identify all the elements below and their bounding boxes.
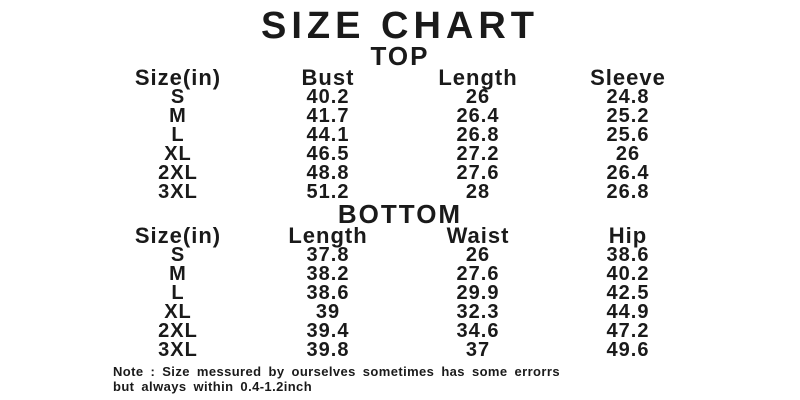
length-cell: 37.8 xyxy=(306,244,350,266)
measurement-note: Note : Size messured by ourselves someti… xyxy=(100,364,700,394)
table-row: S 37.8 26 38.6 xyxy=(100,244,700,266)
column-header-size: Size(in) xyxy=(134,223,222,248)
column-header-sleeve: Sleeve xyxy=(590,65,666,90)
hip-cell: 42.5 xyxy=(606,282,650,304)
size-chart-content: SIZE CHART TOP Size(in) Bust Length Slee… xyxy=(100,5,700,394)
column-header-size: Size(in) xyxy=(134,65,222,90)
table-row: 3XL 39.8 37 49.6 xyxy=(100,339,700,361)
size-cell: L xyxy=(171,282,185,304)
table-row: XL 39 32.3 44.9 xyxy=(100,301,700,323)
sleeve-cell: 26 xyxy=(615,143,641,165)
table-row: 3XL 51.2 28 26.8 xyxy=(100,181,700,203)
size-cell: 3XL xyxy=(158,339,198,361)
length-cell: 28 xyxy=(465,181,491,203)
column-header-length: Length xyxy=(438,65,518,90)
length-cell: 27.6 xyxy=(456,162,500,184)
length-cell: 38.6 xyxy=(306,282,350,304)
hip-cell: 49.6 xyxy=(606,339,650,361)
bottom-section-title: BOTTOM xyxy=(337,199,463,229)
table-row: L 44.1 26.8 25.6 xyxy=(100,124,700,146)
bust-cell: 51.2 xyxy=(306,181,350,203)
size-cell: S xyxy=(170,86,186,108)
size-cell: M xyxy=(169,105,187,127)
size-cell: 2XL xyxy=(158,320,198,342)
size-cell: M xyxy=(169,263,187,285)
bust-cell: 40.2 xyxy=(306,86,350,108)
page-title: SIZE CHART xyxy=(261,5,539,47)
bust-cell: 41.7 xyxy=(306,105,350,127)
table-row: M 38.2 27.6 40.2 xyxy=(100,263,700,285)
table-row: M 41.7 26.4 25.2 xyxy=(100,105,700,127)
bust-cell: 48.8 xyxy=(306,162,350,184)
sleeve-cell: 25.2 xyxy=(606,105,650,127)
size-cell: S xyxy=(170,244,186,266)
waist-cell: 34.6 xyxy=(456,320,500,342)
length-cell: 39.4 xyxy=(306,320,350,342)
sleeve-cell: 26.8 xyxy=(606,181,650,203)
size-cell: XL xyxy=(164,301,192,323)
table-row: L 38.6 29.9 42.5 xyxy=(100,282,700,304)
waist-cell: 37 xyxy=(465,339,491,361)
table-row: XL 46.5 27.2 26 xyxy=(100,143,700,165)
bust-cell: 46.5 xyxy=(306,143,350,165)
waist-cell: 26 xyxy=(465,244,491,266)
length-cell: 26 xyxy=(465,86,491,108)
hip-cell: 47.2 xyxy=(606,320,650,342)
length-cell: 26.4 xyxy=(456,105,500,127)
sleeve-cell: 26.4 xyxy=(606,162,650,184)
table-row: S 40.2 26 24.8 xyxy=(100,86,700,108)
size-cell: 2XL xyxy=(158,162,198,184)
size-cell: XL xyxy=(164,143,192,165)
column-header-length: Length xyxy=(288,223,368,248)
note-line-2: but always within 0.4-1.2inch xyxy=(113,379,313,394)
bottom-table-header-row: Size(in) Length Waist Hip xyxy=(100,223,700,248)
bottom-table-body: S 37.8 26 38.6 M 38.2 27.6 40.2 L 38.6 2… xyxy=(100,244,700,361)
column-header-bust: Bust xyxy=(301,65,355,90)
bottom-table: Size(in) Length Waist Hip S 37.8 26 38.6… xyxy=(100,223,700,361)
waist-cell: 32.3 xyxy=(456,301,500,323)
length-cell: 26.8 xyxy=(456,124,500,146)
hip-cell: 44.9 xyxy=(606,301,650,323)
length-cell: 38.2 xyxy=(306,263,350,285)
table-row: 2XL 48.8 27.6 26.4 xyxy=(100,162,700,184)
table-row: 2XL 39.4 34.6 47.2 xyxy=(100,320,700,342)
length-cell: 39.8 xyxy=(306,339,350,361)
bust-cell: 44.1 xyxy=(306,124,350,146)
column-header-hip: Hip xyxy=(608,223,648,248)
top-table-body: S 40.2 26 24.8 M 41.7 26.4 25.2 L 44.1 2… xyxy=(100,86,700,203)
waist-cell: 27.6 xyxy=(456,263,500,285)
top-table-header-row: Size(in) Bust Length Sleeve xyxy=(100,65,700,90)
note-line-1: Note : Size messured by ourselves someti… xyxy=(113,364,560,379)
size-cell: 3XL xyxy=(158,181,198,203)
hip-cell: 38.6 xyxy=(606,244,650,266)
length-cell: 39 xyxy=(315,301,341,323)
waist-cell: 29.9 xyxy=(456,282,500,304)
top-section-title: TOP xyxy=(370,41,430,71)
hip-cell: 40.2 xyxy=(606,263,650,285)
sleeve-cell: 24.8 xyxy=(606,86,650,108)
sleeve-cell: 25.6 xyxy=(606,124,650,146)
length-cell: 27.2 xyxy=(456,143,500,165)
top-table: Size(in) Bust Length Sleeve S 40.2 26 24… xyxy=(100,65,700,203)
column-header-waist: Waist xyxy=(446,223,510,248)
size-cell: L xyxy=(171,124,185,146)
